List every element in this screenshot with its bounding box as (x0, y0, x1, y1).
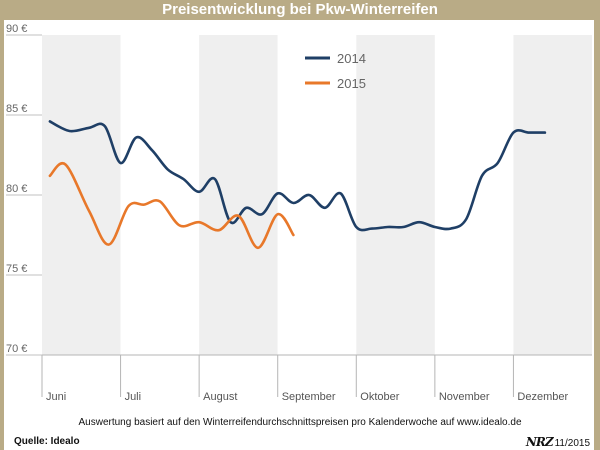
right-border (594, 20, 600, 450)
x-tick-label: Dezember (517, 391, 568, 403)
chart-title: Preisentwicklung bei Pkw-Winterreifen (162, 1, 438, 18)
x-tick-label: September (282, 391, 336, 403)
month-band (513, 35, 592, 355)
publish-date: 11/2015 (554, 438, 590, 449)
x-tick-label: Oktober (360, 391, 399, 403)
x-tick-label: Juli (125, 391, 142, 403)
legend-label-2015: 2015 (337, 76, 366, 91)
x-axis-month-labels: Juni Juli August September Oktober November De… (41, 355, 569, 403)
line-chart: 90 € 85 € 80 € 75 € 70 € Juni Juli August Septe… (6, 23, 592, 403)
month-band (120, 35, 200, 355)
x-tick-label: Juni (46, 391, 66, 403)
y-tick-label: 85 € (6, 103, 27, 115)
x-tick-label: August (203, 391, 237, 403)
publisher-logo: NRZ (525, 435, 554, 449)
x-tick-label: November (439, 391, 490, 403)
header-bar (0, 0, 600, 20)
y-tick-label: 80 € (6, 183, 27, 195)
month-band (356, 35, 435, 355)
legend: 2014 2015 (305, 51, 366, 91)
series-line-2014 (48, 120, 547, 232)
y-tick-label: 90 € (6, 23, 27, 35)
footnote: Auswertung basiert auf den Winterreifend… (78, 417, 522, 428)
left-border (0, 20, 4, 450)
series-line-2015 (48, 162, 295, 250)
y-tick-label: 75 € (6, 263, 27, 275)
month-band (199, 35, 278, 355)
brand-block: NRZ 11/2015 (526, 435, 590, 449)
y-tick-label: 70 € (6, 343, 27, 355)
legend-label-2014: 2014 (337, 51, 366, 66)
series-lines (48, 120, 547, 250)
y-axis-ticks: 90 € 85 € 80 € 75 € 70 € (6, 23, 42, 356)
source-label: Quelle: Idealo (14, 436, 80, 447)
